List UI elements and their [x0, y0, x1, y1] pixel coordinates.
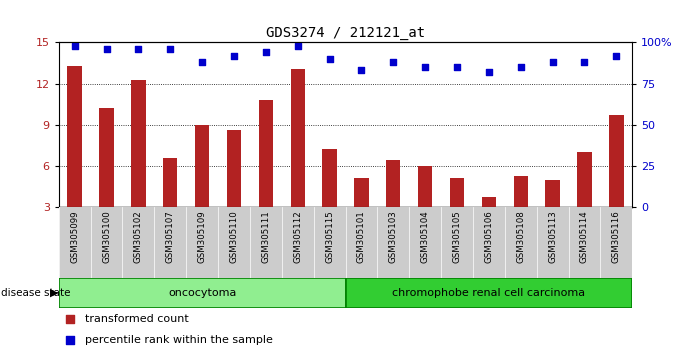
- Bar: [545, 179, 560, 207]
- Text: GSM305111: GSM305111: [261, 211, 270, 263]
- Point: [69, 43, 80, 48]
- Text: GSM305100: GSM305100: [102, 211, 111, 263]
- Point: [229, 53, 240, 58]
- Bar: [323, 149, 337, 207]
- Text: GSM305114: GSM305114: [580, 211, 589, 263]
- Text: GSM305107: GSM305107: [166, 211, 175, 263]
- Text: oncocytoma: oncocytoma: [168, 288, 236, 298]
- Text: GSM305104: GSM305104: [421, 211, 430, 263]
- Point: [196, 59, 207, 65]
- Point: [101, 46, 112, 52]
- Point: [579, 59, 590, 65]
- Bar: [482, 198, 496, 207]
- Point: [611, 53, 622, 58]
- Bar: [609, 115, 623, 207]
- Bar: [450, 178, 464, 207]
- Text: GSM305115: GSM305115: [325, 211, 334, 263]
- Point: [356, 68, 367, 73]
- Bar: [131, 80, 146, 207]
- Bar: [59, 278, 346, 308]
- Point: [515, 64, 527, 70]
- Bar: [386, 160, 401, 207]
- Point: [483, 69, 494, 75]
- Text: ▶: ▶: [50, 288, 58, 298]
- Text: disease state: disease state: [1, 288, 71, 298]
- Text: GSM305108: GSM305108: [516, 211, 525, 263]
- Text: chromophobe renal cell carcinoma: chromophobe renal cell carcinoma: [392, 288, 585, 298]
- Text: GSM305099: GSM305099: [70, 211, 79, 263]
- Bar: [68, 66, 82, 207]
- Bar: [100, 108, 114, 207]
- Point: [419, 64, 430, 70]
- Title: GDS3274 / 212121_at: GDS3274 / 212121_at: [266, 26, 425, 40]
- Point: [451, 64, 462, 70]
- Bar: [163, 158, 178, 207]
- Point: [65, 316, 76, 321]
- Text: GSM305106: GSM305106: [484, 211, 493, 263]
- Point: [324, 56, 335, 62]
- Bar: [513, 176, 528, 207]
- Text: GSM305109: GSM305109: [198, 211, 207, 263]
- Text: GSM305112: GSM305112: [293, 211, 302, 263]
- Text: GSM305103: GSM305103: [389, 211, 398, 263]
- Bar: [227, 130, 241, 207]
- Point: [547, 59, 558, 65]
- Bar: [354, 178, 368, 207]
- Bar: [258, 100, 273, 207]
- Text: GSM305101: GSM305101: [357, 211, 366, 263]
- Point: [65, 337, 76, 343]
- Bar: [418, 166, 433, 207]
- Point: [388, 59, 399, 65]
- Text: GSM305110: GSM305110: [229, 211, 238, 263]
- Text: GSM305102: GSM305102: [134, 211, 143, 263]
- Point: [292, 43, 303, 48]
- Text: GSM305105: GSM305105: [453, 211, 462, 263]
- Point: [261, 50, 272, 55]
- Text: GSM305113: GSM305113: [548, 211, 557, 263]
- Bar: [346, 278, 632, 308]
- Bar: [195, 125, 209, 207]
- Point: [133, 46, 144, 52]
- Point: [164, 46, 176, 52]
- Text: percentile rank within the sample: percentile rank within the sample: [84, 335, 272, 345]
- Bar: [290, 69, 305, 207]
- Text: GSM305116: GSM305116: [612, 211, 621, 263]
- Text: transformed count: transformed count: [84, 314, 188, 324]
- Bar: [577, 152, 591, 207]
